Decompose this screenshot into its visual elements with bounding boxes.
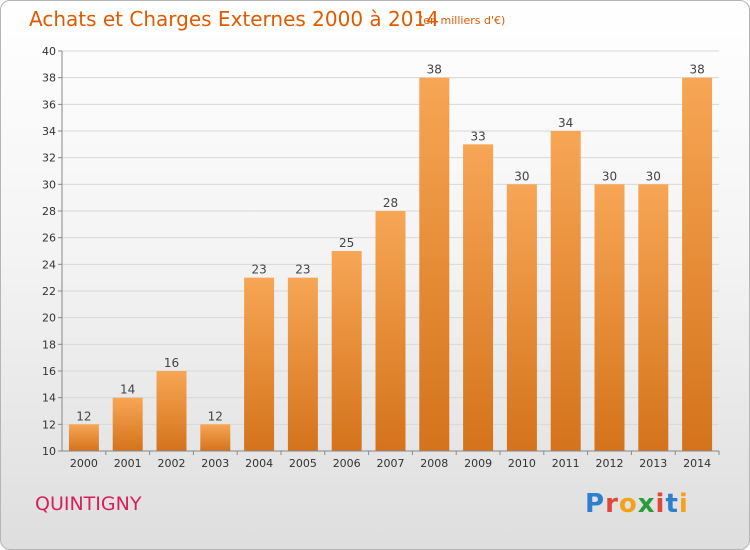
bar-value-label: 34	[558, 116, 573, 130]
y-tick-label: 26	[42, 232, 56, 245]
y-tick-label: 24	[42, 258, 56, 271]
chart-title: Achats et Charges Externes 2000 à 2014	[29, 7, 439, 31]
bar	[287, 277, 318, 451]
x-tick-label: 2006	[333, 457, 361, 470]
y-tick-label: 40	[42, 45, 56, 58]
x-tick-label: 2002	[158, 457, 186, 470]
x-tick-label: 2013	[639, 457, 667, 470]
y-tick-label: 18	[42, 338, 56, 351]
y-tick-label: 30	[42, 178, 56, 191]
bar-value-label: 23	[251, 263, 266, 277]
x-tick-label: 2008	[420, 457, 448, 470]
logo-letter: r	[605, 489, 619, 519]
bar	[638, 184, 669, 452]
bar-value-label: 23	[295, 263, 310, 277]
chart-subtitle: (en milliers d'€)	[419, 14, 506, 27]
bar-value-label: 30	[514, 169, 529, 183]
bar-value-label: 25	[339, 236, 354, 250]
bar-value-label: 38	[427, 63, 442, 77]
bar	[682, 77, 713, 452]
y-tick-label: 10	[42, 445, 56, 458]
logo-letter: i	[678, 489, 689, 519]
x-tick-label: 2011	[552, 457, 580, 470]
bars: 12 14 16 12 23 23 25 28 38 33 30 34 30 30 38	[68, 63, 713, 452]
logo-letter: x	[637, 489, 656, 519]
bar	[68, 424, 99, 451]
x-tick-label: 2010	[508, 457, 536, 470]
logo-letter: t	[665, 489, 679, 519]
x-tick-label: 2003	[201, 457, 229, 470]
y-tick-label: 22	[42, 285, 56, 298]
x-tick-label: 2000	[70, 457, 98, 470]
bar	[375, 211, 406, 451]
bar-value-label: 16	[164, 356, 179, 370]
axes: 10 12 14 16 18 20 22 24 26 28 30 32 34 36 38 40 2000 2001…	[42, 45, 720, 470]
place-name: QUINTIGNY	[35, 493, 142, 515]
x-tick-label: 2007	[377, 457, 405, 470]
bar-value-label: 12	[76, 409, 91, 423]
bar-value-label: 30	[646, 169, 661, 183]
y-tick-label: 28	[42, 205, 56, 218]
logo-letter: i	[655, 489, 666, 519]
bar	[506, 184, 537, 452]
x-tick-label: 2009	[464, 457, 492, 470]
y-tick-label: 38	[42, 72, 56, 85]
bar	[419, 77, 450, 452]
x-tick-label: 2012	[596, 457, 624, 470]
bar	[200, 424, 231, 451]
bar	[244, 277, 275, 451]
y-tick-label: 16	[42, 365, 56, 378]
bar-value-label: 33	[470, 129, 485, 143]
x-tick-label: 2001	[114, 457, 142, 470]
x-tick-label: 2004	[245, 457, 273, 470]
bar-value-label: 12	[208, 409, 223, 423]
proxiti-logo: Proxiti	[585, 489, 689, 519]
bar-value-label: 28	[383, 196, 398, 210]
y-tick-label: 36	[42, 98, 56, 111]
bar-value-label: 38	[689, 63, 704, 77]
logo-letter: P	[585, 489, 606, 519]
y-tick-label: 32	[42, 152, 56, 165]
bar	[331, 251, 362, 451]
y-tick-label: 20	[42, 312, 56, 325]
y-tick-label: 34	[42, 125, 56, 138]
bar-value-label: 30	[602, 169, 617, 183]
bar-value-label: 14	[120, 383, 135, 397]
bar	[550, 131, 581, 451]
bar	[463, 144, 494, 452]
y-tick-label: 12	[42, 418, 56, 431]
x-tick-label: 2005	[289, 457, 317, 470]
x-tick-label: 2014	[683, 457, 711, 470]
bar	[156, 371, 187, 451]
y-tick-label: 14	[42, 392, 56, 405]
logo-letter: o	[618, 489, 638, 519]
bar	[112, 397, 143, 451]
bar	[594, 184, 625, 452]
